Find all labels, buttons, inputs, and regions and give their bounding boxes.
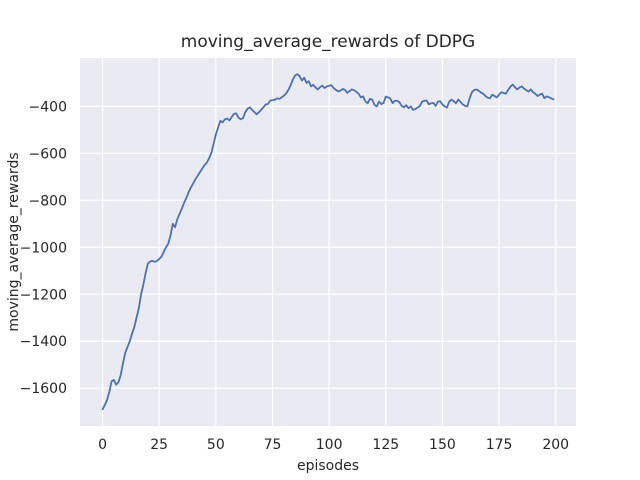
x-tick-label: 25 — [150, 437, 168, 453]
data-line — [101, 73, 555, 411]
x-tick-label: 75 — [264, 437, 282, 453]
y-tick-label: −800 — [29, 193, 67, 209]
y-tick-label: −1600 — [20, 381, 67, 397]
x-tick-label: 200 — [542, 437, 569, 453]
x-tick-label: 150 — [429, 437, 456, 453]
x-tick-label: 0 — [98, 437, 107, 453]
y-tick-label: −400 — [29, 99, 67, 115]
x-axis-tick-labels: 0 25 50 75 100 125 150 175 200 — [98, 437, 569, 453]
y-tick-label: −1000 — [20, 240, 67, 256]
x-tick-label: 100 — [316, 437, 343, 453]
x-axis-label: episodes — [297, 458, 359, 474]
axes-background — [80, 58, 576, 426]
y-tick-label: −1400 — [20, 334, 67, 350]
y-tick-label: −600 — [29, 146, 67, 162]
x-tick-label: 175 — [486, 437, 513, 453]
y-tick-label: −1200 — [20, 287, 67, 303]
x-tick-label: 50 — [207, 437, 225, 453]
x-tick-label: 125 — [372, 437, 399, 453]
gridlines — [80, 58, 576, 426]
y-axis-label: moving_average_rewards — [6, 152, 22, 331]
y-axis-tick-labels: −400 −600 −800 −1000 −1200 −1400 −1600 — [20, 99, 67, 397]
chart-title: moving_average_rewards of DDPG — [181, 32, 475, 52]
